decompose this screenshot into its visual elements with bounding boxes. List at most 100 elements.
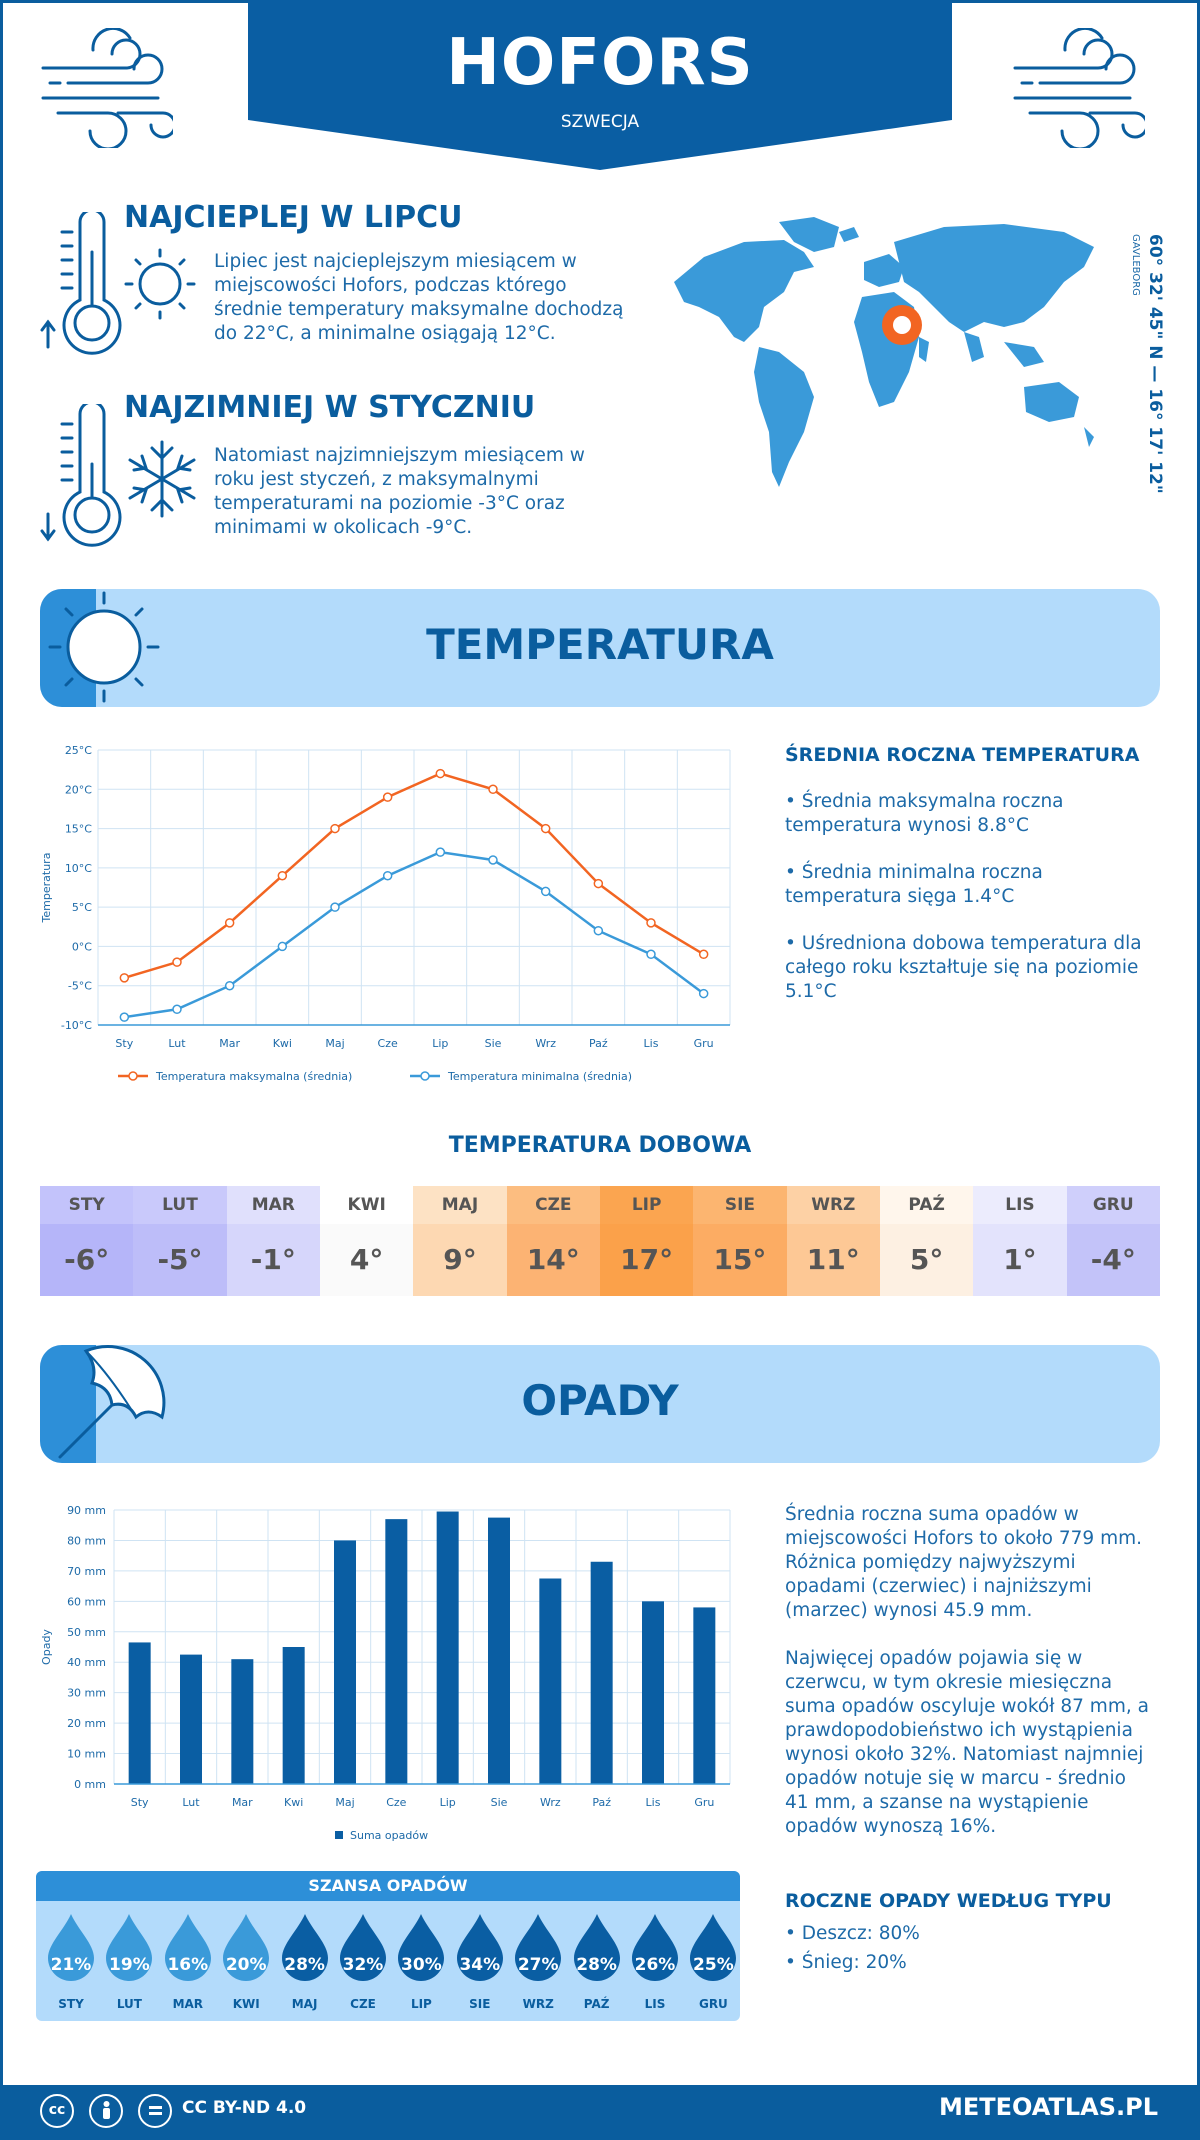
temperature-chart: 25°C 20°C 15°C 10°C 5°C 0°C -5°C -10°C Sty Lut Mar…	[40, 744, 731, 1083]
daily-temp-value: 17°	[599, 1224, 694, 1296]
annual-temp-title: ŚREDNIA ROCZNA TEMPERATURA	[785, 744, 1140, 766]
wind-icon	[41, 28, 173, 148]
chance-month: CZE	[350, 1997, 376, 2011]
raindrop-icon	[340, 1914, 386, 1981]
chance-month: WRZ	[522, 1997, 554, 2011]
data-point	[172, 957, 182, 967]
daily-temp-value: -5°	[133, 1224, 227, 1296]
precip-bar	[590, 1561, 613, 1784]
raindrop-icon	[456, 1914, 503, 1981]
x-tick-label: Lut	[168, 1037, 186, 1050]
x-tick-label: Lip	[432, 1037, 448, 1050]
y-tick-label: 50 mm	[67, 1626, 106, 1639]
daily-temp-month: LIP	[599, 1186, 694, 1224]
y-tick-label: 40 mm	[67, 1656, 106, 1669]
x-tick-label: Paź	[592, 1796, 611, 1809]
legend-label: Temperatura minimalna (średnia)	[447, 1070, 632, 1083]
raindrop-shape	[573, 1914, 620, 1981]
x-tick-label: Sty	[115, 1037, 133, 1050]
temp-bullet-min: • Średnia minimalna roczna temperatura s…	[785, 862, 1043, 907]
precip-type-snow: • Śnieg: 20%	[785, 1952, 907, 1973]
chance-value: 32%	[342, 1955, 384, 1975]
raindrop-icon	[106, 1914, 153, 1981]
precip-chart: 90 mm 80 mm 70 mm 60 mm 50 mm 40 mm 30 mm 20 mm…	[40, 1504, 731, 1842]
temperature-banner	[40, 589, 1160, 707]
raindrop-shape	[456, 1914, 503, 1981]
precip-bar	[180, 1654, 202, 1784]
daily-temp-cell: MAJ 9°	[413, 1186, 507, 1296]
precip-bar	[642, 1601, 664, 1784]
precip-bar	[539, 1578, 562, 1784]
raindrop-icon	[223, 1914, 270, 1981]
precip-section-title: OPADY	[521, 1376, 679, 1425]
data-point	[646, 918, 656, 928]
x-tick-label: Maj	[335, 1796, 354, 1809]
raindrop-shape	[398, 1914, 445, 1981]
x-tick-label: Lip	[440, 1796, 456, 1809]
daily-temp-month: PAŹ	[879, 1186, 974, 1224]
daily-temp-title: TEMPERATURA DOBOWA	[448, 1133, 752, 1158]
series-line-1	[124, 850, 705, 1019]
precip-bar	[231, 1659, 254, 1784]
footer	[0, 2085, 1200, 2140]
daily-temp-month: SIE	[693, 1186, 787, 1224]
chance-value: 34%	[459, 1955, 501, 1975]
nd-icon	[138, 2094, 172, 2128]
chance-month: SIE	[469, 1997, 491, 2011]
raindrop-shape	[340, 1914, 386, 1981]
y-tick-label: 10 mm	[67, 1748, 106, 1761]
sun-icon	[48, 591, 160, 703]
temp-bullet-max: • Średnia maksymalna roczna temperatura …	[785, 791, 1064, 836]
data-point	[435, 768, 446, 779]
legend-marker	[335, 1831, 343, 1839]
chance-month: MAR	[172, 1997, 204, 2011]
x-tick-label: Cze	[378, 1037, 398, 1050]
x-tick-label: Kwi	[284, 1796, 303, 1809]
x-tick-label: Wrz	[540, 1796, 561, 1809]
daily-temp-value: 11°	[786, 1224, 880, 1296]
wind-icon-right	[1013, 28, 1145, 148]
warmest-text: Lipiec jest najcieplejszym miesiącem w m…	[214, 251, 624, 344]
temp-bullet-avg: • Uśredniona dobowa temperatura dla całe…	[785, 933, 1142, 1002]
data-point	[540, 886, 551, 897]
y-tick-label: 70 mm	[67, 1565, 106, 1578]
precip-banner	[40, 1345, 1160, 1463]
daily-temp-value: -4°	[1066, 1224, 1160, 1296]
y-tick-label: 10°C	[65, 862, 92, 875]
raindrop-icon	[515, 1914, 562, 1981]
data-point	[172, 1004, 182, 1015]
precip-bar	[488, 1517, 510, 1784]
daily-temp-cell: LIP 17°	[599, 1186, 694, 1296]
precip-banner-accent	[40, 1345, 96, 1463]
precip-type-title: ROCZNE OPADY WEDŁUG TYPU	[785, 1890, 1112, 1912]
data-point	[224, 980, 235, 991]
chance-value: 28%	[576, 1955, 617, 1975]
y-tick-label: 0 mm	[74, 1778, 106, 1791]
chance-value: 19%	[109, 1955, 150, 1975]
x-tick-label: Lis	[646, 1796, 661, 1809]
y-tick-label: 90 mm	[67, 1504, 106, 1517]
city-title: HOFORS	[446, 26, 754, 100]
daily-temp-value: 9°	[413, 1224, 507, 1296]
thermometer-warm-icon	[40, 212, 196, 355]
daily-temp-cell: GRU -4°	[1066, 1186, 1160, 1296]
precip-text-2: Najwięcej opadów pojawia się w czerwcu, …	[785, 1648, 1149, 1837]
raindrop-icon	[48, 1914, 94, 1981]
raindrop-shape	[48, 1914, 94, 1981]
x-tick-label: Wrz	[535, 1037, 556, 1050]
chance-value: 20%	[225, 1955, 267, 1975]
coordinates-label: 60° 32' 45" N — 16° 17' 12" E GAVLEBORG	[1130, 234, 1165, 500]
precip-bar	[385, 1519, 408, 1784]
x-tick-label: Sie	[485, 1037, 502, 1050]
y-tick-label: -10°C	[61, 1019, 92, 1032]
site-link[interactable]: METEOATLAS.PL	[938, 2093, 1158, 2121]
chance-value: 25%	[693, 1955, 734, 1975]
daily-temp-cell: SIE 15°	[693, 1186, 787, 1296]
data-point	[488, 784, 498, 795]
daily-temp-month: MAJ	[413, 1186, 507, 1224]
y-tick-label: 80 mm	[67, 1534, 106, 1547]
daily-temp-month: CZE	[506, 1186, 600, 1224]
daily-temp-month: WRZ	[786, 1186, 880, 1224]
chance-month: STY	[58, 1997, 84, 2011]
daily-temp-month: MAR	[226, 1186, 320, 1224]
